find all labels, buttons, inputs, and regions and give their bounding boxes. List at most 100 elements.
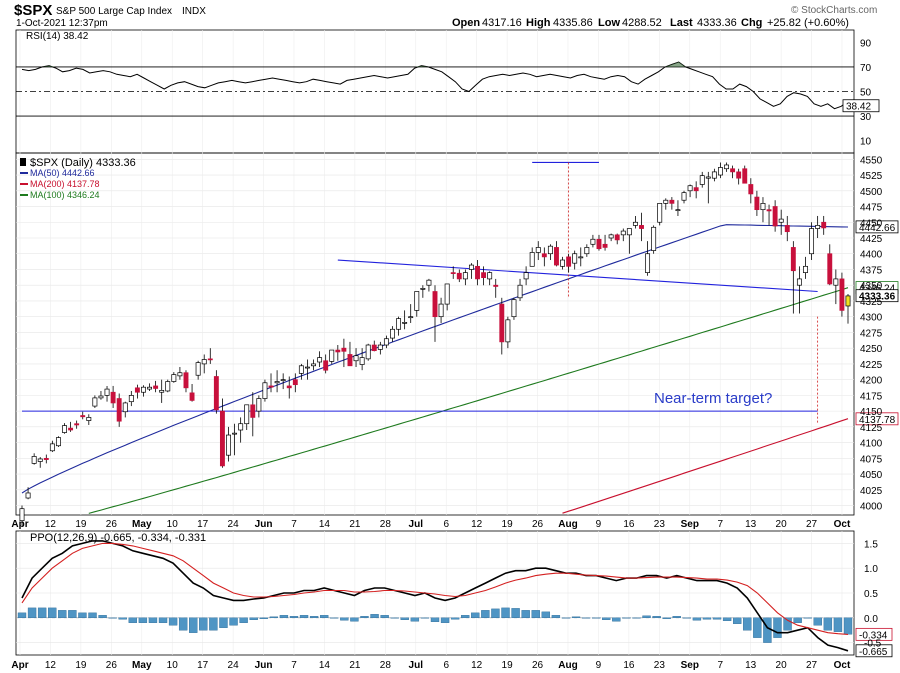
candle-body [250,404,256,418]
chg-value: +25.82 (+0.60%) [767,17,849,29]
candle-body [329,349,335,362]
candle-body [171,374,177,382]
ppo-histogram-bar [330,617,339,619]
legend-entry: MA(200) 4137.78 [30,179,100,189]
candle-body [134,387,140,393]
last-label: Last [670,17,693,29]
candle-body [499,303,505,343]
ppo-histogram-bar [48,607,57,619]
candle-body [699,175,705,185]
candle-body [560,259,565,267]
open-label: Open [452,17,480,29]
price-tick-label: 4075 [860,454,883,465]
candle-body [645,253,651,273]
ppo-histogram-bar [370,614,379,619]
x-axis-label: 21 [349,519,361,530]
candle-body [98,395,104,399]
last-value: 4333.36 [697,17,737,29]
rsi-tick-label: 90 [860,38,872,49]
x-axis-label-bottom: 7 [291,660,297,671]
ppo-histogram-bar [249,617,258,620]
x-axis-label: 7 [291,519,297,530]
ppo-histogram-bar [128,617,138,623]
price-right-label: 4442.66 [859,223,896,234]
candle-body [566,256,572,267]
candle-body [669,199,675,204]
symbol: $SPX [14,2,52,19]
ppo-histogram-bar [823,617,833,631]
x-axis-label: 19 [502,519,514,530]
price-tick-label: 4325 [860,297,883,308]
x-axis-label: 14 [319,519,331,530]
candle-body [572,253,578,264]
candle-body [736,171,742,179]
candle-body [614,234,620,241]
ppo-title: PPO(12,26,9) -0.665, -0.334, -0.331 [30,532,206,544]
ppo-histogram-bar [239,617,248,623]
candle-body [80,415,86,418]
candle-body [165,381,171,392]
ppo-histogram-bar [682,617,692,619]
price-right-label-box [855,289,899,303]
candle-body [377,344,383,350]
candle-body [55,437,61,447]
ppo-histogram-bar [722,617,732,621]
ppo-histogram-bar [279,615,289,619]
ppo-histogram-bar [37,607,47,619]
candle-body [760,203,766,211]
ppo-histogram-bar [178,617,188,631]
ppo-histogram-bar [753,617,762,638]
ppo-right-label: -0.665 [859,647,888,658]
ppo-histogram-bar [88,612,97,619]
x-axis-label: 27 [806,519,818,530]
candle-body [383,338,389,346]
candle-body [317,357,323,363]
price-right-label: 4346.24 [859,284,896,295]
ppo-histogram-bar [78,612,87,619]
candle-body [110,391,116,404]
x-axis-label-bottom: 9 [596,660,602,671]
candle-body [280,379,286,381]
candle-body [468,264,474,270]
candle-body [724,164,729,170]
axis-labels: 90 70 50 30 10 4550 4525 4500 4475 4450 4425 4400 43… [11,38,882,671]
candle-body [426,279,432,286]
x-axis-label-bottom: 27 [806,660,818,671]
ppo-histogram-bar [219,617,228,628]
x-axis-label-bottom: 10 [167,660,179,671]
ppo-histogram-bar [400,617,409,620]
candle-body [298,365,304,374]
candle-body [657,203,663,223]
ppo-histogram-bar [309,616,319,619]
index-name: S&P 500 Large Cap Index [56,6,172,17]
candle-body [201,359,207,365]
ppo-histogram-bar [299,615,309,619]
legend-entry: MA(50) 4442.66 [30,168,95,178]
x-axis-label-bottom: 14 [319,660,331,671]
ppo-histogram-bar [702,617,712,620]
candle-body [396,318,402,330]
candle-body [809,228,815,255]
ppo-histogram-bar [340,617,349,621]
watermark: © StockCharts.com [791,5,877,16]
candle-body [754,196,760,211]
ppo-histogram-bar [642,615,651,618]
x-axis-label-bottom: 12 [471,660,483,671]
candle-body [827,253,833,285]
high-value: 4335.86 [553,17,593,29]
x-axis-label: Sep [681,519,699,530]
ppo-histogram-bar [229,617,238,626]
x-axis-label-bottom: May [132,660,152,671]
candle-body [705,176,711,179]
ppo-histogram-bar [259,617,268,619]
x-axis-label-bottom: Sep [681,660,699,671]
candle-body [92,397,98,407]
trendline-0 [337,259,818,293]
high-label: High [526,17,551,29]
ppo-histogram-bar [773,617,782,638]
candle-body [687,185,693,192]
ppo-histogram-bar [591,617,601,619]
x-axis-label: 10 [167,519,179,530]
price-tick-label: 4125 [860,423,883,434]
